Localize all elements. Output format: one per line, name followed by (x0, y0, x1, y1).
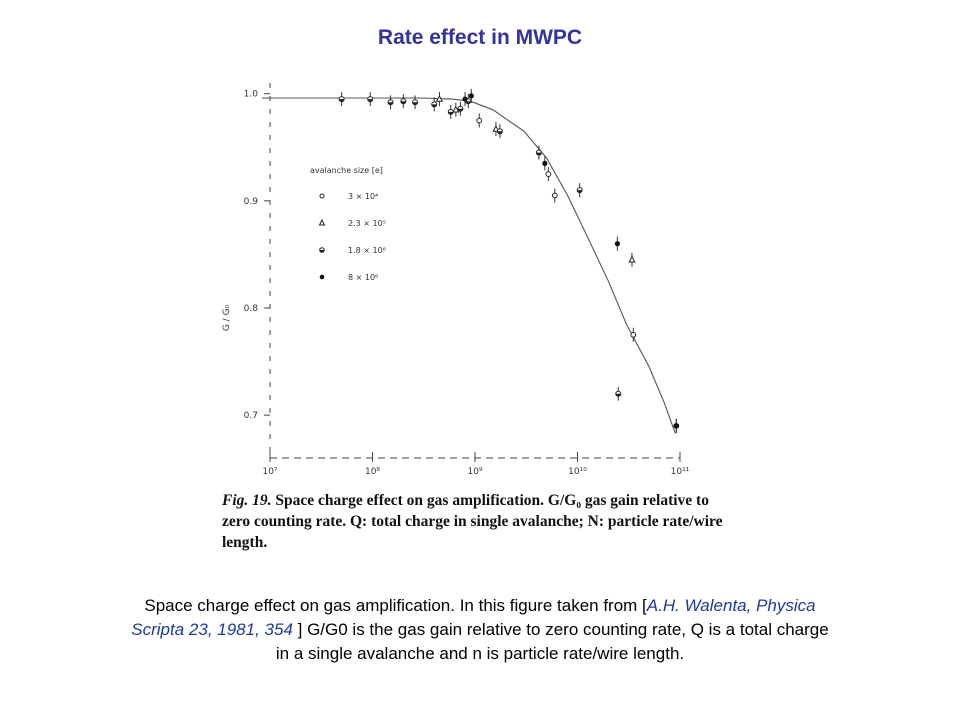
data-point (630, 327, 637, 342)
legend-label: 8 × 10⁶ (348, 273, 378, 282)
marker-half-fill (448, 111, 454, 115)
data-point (457, 101, 464, 116)
legend: avalanche size [e] 3 × 10⁴ 2.3 × 10⁵ 1.8 × … (310, 166, 386, 282)
legend-marker (319, 193, 325, 199)
data-point (431, 97, 438, 112)
data-point (614, 236, 620, 251)
data-point (673, 418, 679, 433)
figure-caption-text: Space charge effect on gas amplification… (222, 492, 723, 551)
marker-open-circle (551, 192, 558, 199)
marker-filled-circle (468, 93, 474, 99)
data-point (367, 92, 374, 107)
data-point (468, 88, 474, 103)
data-point (387, 95, 394, 110)
data-point (551, 188, 558, 203)
x-tick-label: 10⁹ (467, 467, 482, 477)
data-point (615, 386, 622, 401)
marker-half-fill (465, 101, 471, 104)
y-tick-label: 0.7 (244, 411, 258, 421)
marker-half-fill (367, 99, 373, 102)
axes: 1.0 0.9 0.8 0.7 10⁷ 10⁸ 10⁹ 10¹⁰ 10¹¹ Q N (e / se… (222, 83, 690, 488)
data-point (535, 145, 542, 160)
marker-half-fill (339, 99, 345, 102)
x-tick-label: 10⁸ (365, 467, 380, 477)
data-point (447, 104, 454, 119)
x-tick-label: 10¹¹ (671, 467, 690, 477)
data-points-layer (338, 88, 680, 433)
y-tick-label: 0.9 (244, 197, 259, 207)
marker-half-fill (388, 102, 394, 105)
legend-entry: 3 × 10⁴ (319, 192, 378, 201)
description-part1: Space charge effect on gas amplification… (144, 596, 647, 615)
marker-filled-circle (614, 241, 620, 247)
legend-marker-fill (319, 250, 325, 253)
data-point (542, 156, 548, 171)
legend-marker (318, 218, 326, 226)
marker-half-fill (497, 131, 503, 134)
marker-triangle (452, 105, 460, 113)
slide-description: Space charge effect on gas amplification… (130, 594, 830, 666)
y-tick-label: 0.8 (244, 304, 259, 314)
data-point (338, 92, 345, 107)
x-tick-label: 10¹⁰ (568, 467, 587, 477)
legend-entry: 1.8 × 10⁶ (319, 246, 386, 255)
marker-half-fill (577, 190, 583, 193)
marker-half-fill (400, 101, 406, 104)
scanned-figure: 1.0 0.9 0.8 0.7 10⁷ 10⁸ 10⁹ 10¹⁰ 10¹¹ Q N (e / se… (215, 68, 735, 558)
y-axis-label: G / G₀ (222, 304, 232, 331)
data-point (412, 95, 419, 110)
marker-half-fill (536, 152, 542, 156)
data-point (462, 92, 468, 107)
marker-half-fill (431, 104, 437, 107)
data-point (400, 94, 407, 109)
marker-triangle (628, 255, 636, 263)
chart-svg: 1.0 0.9 0.8 0.7 10⁷ 10⁸ 10⁹ 10¹⁰ 10¹¹ Q N (e / se… (222, 83, 690, 488)
data-point (628, 252, 636, 267)
marker-half-fill (457, 108, 463, 112)
fit-curve-layer (270, 97, 676, 434)
data-point (576, 183, 583, 198)
legend-entry: 8 × 10⁶ (319, 273, 378, 282)
figure-caption-label: Fig. 19. (222, 492, 272, 509)
marker-open-circle (545, 171, 552, 177)
data-point (496, 124, 503, 139)
marker-half-fill (615, 393, 621, 397)
citation-link[interactable]: A.H. Walenta, Physica Scripta 23, 1981, … (131, 596, 816, 639)
fit-curve (270, 97, 676, 434)
data-point (435, 92, 444, 107)
marker-filled-circle (542, 160, 548, 166)
description-part2: ] G/G0 is the gas gain relative to zero … (275, 620, 829, 663)
marker-open-circle (476, 117, 483, 124)
data-point (545, 167, 552, 182)
marker-half-fill (412, 102, 418, 105)
figure-caption: Fig. 19. Space charge effect on gas ampl… (222, 490, 732, 553)
x-tick-label: 10⁷ (262, 467, 277, 477)
marker-filled-circle (462, 96, 468, 102)
legend-title: avalanche size [e] (310, 166, 383, 175)
marker-triangle (435, 95, 444, 102)
x-axis-label: Q N (e / sec mm) (400, 487, 468, 488)
data-point (452, 102, 460, 117)
slide-title: Rate effect in MWPC (377, 26, 583, 49)
y-tick-label: 1.0 (244, 90, 259, 100)
legend-entry: 2.3 × 10⁵ (318, 218, 386, 228)
legend-label: 1.8 × 10⁶ (348, 246, 386, 255)
legend-label: 2.3 × 10⁵ (348, 219, 386, 228)
marker-open-circle (630, 331, 637, 338)
legend-marker (319, 274, 325, 280)
marker-filled-circle (673, 423, 679, 429)
legend-label: 3 × 10⁴ (348, 192, 378, 201)
data-point (476, 113, 483, 128)
